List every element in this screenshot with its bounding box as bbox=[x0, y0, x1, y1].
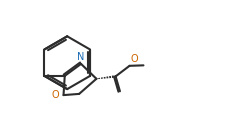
Text: O: O bbox=[131, 54, 138, 64]
Text: N: N bbox=[77, 53, 85, 63]
Text: O: O bbox=[51, 90, 59, 100]
